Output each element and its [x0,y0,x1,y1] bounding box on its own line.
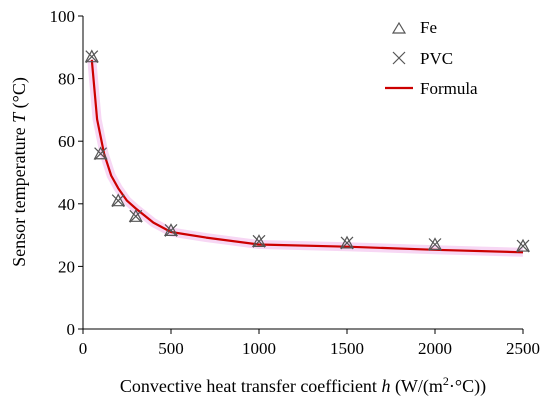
fe-point [163,223,179,237]
pvc-point [111,194,125,208]
y-tick-label: 60 [58,132,75,151]
x-ticks: 0 500 1000 1500 2000 2500 [79,329,540,358]
x-tick-label: 1000 [242,339,276,358]
y-tick-label: 80 [58,70,75,89]
pvc-point [129,209,143,223]
legend-label-formula: Formula [420,79,478,98]
y-ticks: 0 20 40 60 80 100 [50,7,83,339]
pvc-point [428,238,442,251]
y-tick-label: 20 [58,257,75,276]
x-tick-label: 1500 [330,339,364,358]
x-tick-label: 2000 [418,339,452,358]
fe-point [93,146,108,160]
pvc-point [94,147,108,161]
axes [82,16,523,330]
legend-label-pvc: PVC [420,49,453,68]
y-axis-title: Sensor temperature T (°C) [9,77,30,267]
fe-point [515,238,531,252]
fe-point [84,49,99,63]
y-tick-label: 100 [50,7,76,26]
pvc-point [340,236,354,250]
fe-point [251,234,267,247]
legend-item-pvc: PVC [392,49,453,68]
pvc-point [85,50,99,64]
fe-point [427,237,443,251]
legend-item-formula: Formula [385,79,478,98]
marker-layer [84,49,531,253]
legend-item-fe: Fe [391,18,437,37]
pvc-point [516,239,530,253]
pvc-point [252,234,266,248]
pvc-point [164,223,178,237]
y-tick-label: 0 [67,320,76,339]
x-tick-label: 2500 [506,339,540,358]
fe-point [111,193,126,207]
legend: Fe PVC Formula [385,18,478,98]
fe-point [128,209,143,222]
x-axis-title: Convective heat transfer coefficient h (… [120,374,486,397]
fe-point [339,235,355,249]
legend-triangle-icon [391,21,407,34]
legend-label-fe: Fe [420,18,437,37]
y-tick-label: 40 [58,195,75,214]
x-tick-label: 0 [79,339,88,358]
x-tick-label: 500 [158,339,184,358]
legend-cross-icon [392,51,406,65]
